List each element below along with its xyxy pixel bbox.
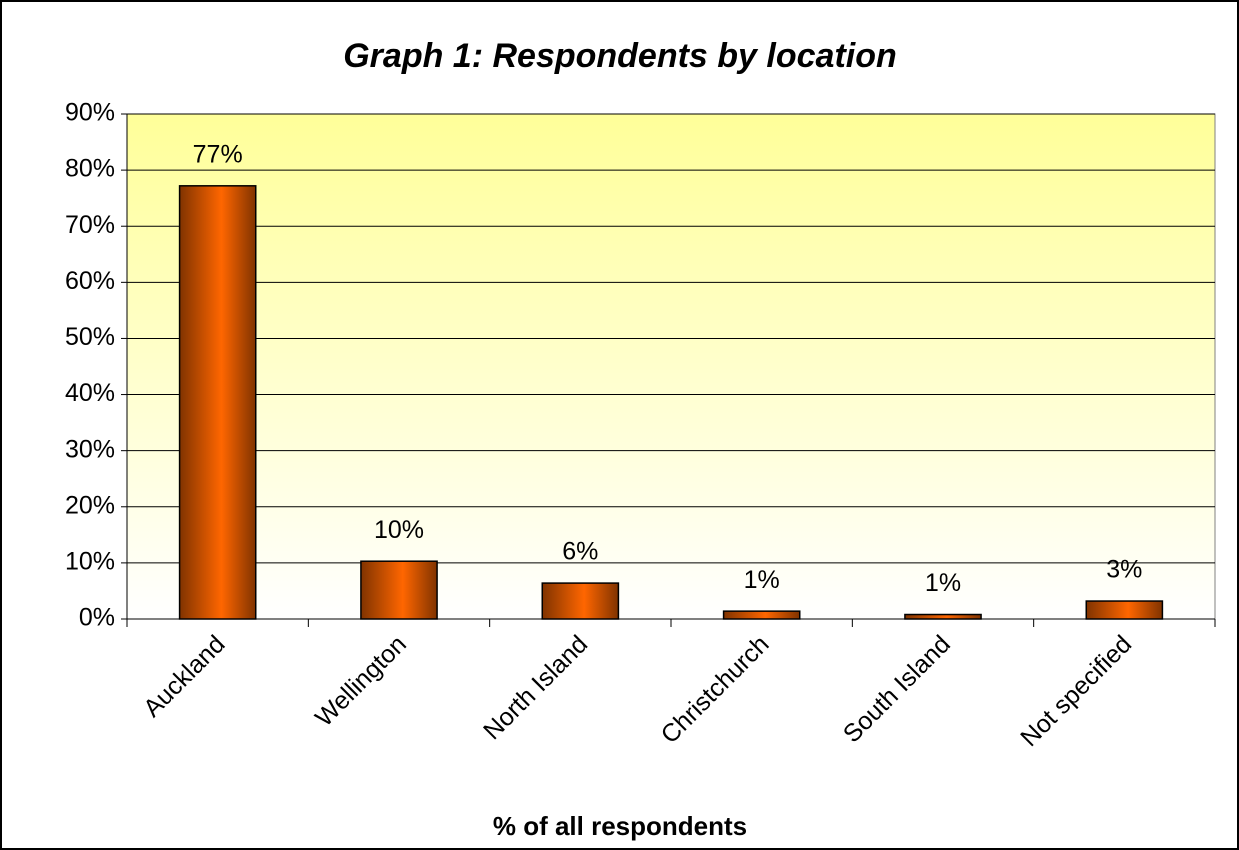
y-tick-label: 20% <box>65 491 115 519</box>
y-tick-label: 90% <box>65 99 115 127</box>
y-tick-label: 40% <box>65 379 115 407</box>
bar <box>360 560 438 620</box>
bar <box>541 582 620 620</box>
plot-area <box>126 113 1216 620</box>
bar <box>722 610 801 620</box>
data-label: 10% <box>374 516 424 544</box>
bar <box>904 613 982 620</box>
y-tick-label: 70% <box>65 211 115 239</box>
data-label: 1% <box>925 569 961 597</box>
y-tick-label: 50% <box>65 323 115 351</box>
y-tick-label: 60% <box>65 267 115 295</box>
y-tick-label: 30% <box>65 435 115 463</box>
x-axis-title: % of all respondents <box>493 811 747 841</box>
data-label: 6% <box>562 538 598 566</box>
y-tick-label: 80% <box>65 155 115 183</box>
y-tick-label: 10% <box>65 547 115 575</box>
data-label: 77% <box>193 140 243 168</box>
data-label: 3% <box>1106 556 1142 584</box>
data-label: 1% <box>744 566 780 594</box>
bar <box>1085 600 1164 620</box>
y-tick-label: 0% <box>79 604 115 632</box>
bar <box>178 185 257 620</box>
chart-title: Graph 1: Respondents by location <box>343 37 897 75</box>
